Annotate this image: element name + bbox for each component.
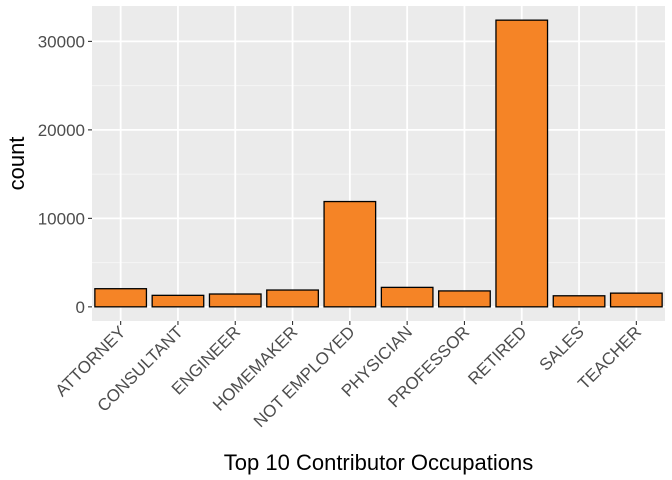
bars [94,19,663,308]
bar [266,289,319,308]
x-tick-label: RETIRED [464,322,530,388]
y-axis-title: count [4,137,29,191]
y-tick-label: 0 [76,298,85,317]
x-axis-title: Top 10 Contributor Occupations [224,450,533,475]
bar [495,19,549,308]
bar [208,293,262,308]
x-tick-label: SALES [536,322,588,374]
bar [94,288,148,308]
bar [609,292,663,308]
x-tick-label: NOT EMPLOYED [250,322,359,431]
bar [380,286,434,308]
bar [323,200,377,308]
bar [151,294,205,308]
bar [438,290,491,308]
bar [552,295,606,308]
minor-gridlines [92,85,665,264]
y-tick-label: 10000 [38,209,85,228]
plot-panel [92,6,665,321]
y-tick-label: 20000 [38,121,85,140]
y-axis: 0 10000 20000 30000 [38,32,92,317]
y-tick-label: 30000 [38,32,85,51]
